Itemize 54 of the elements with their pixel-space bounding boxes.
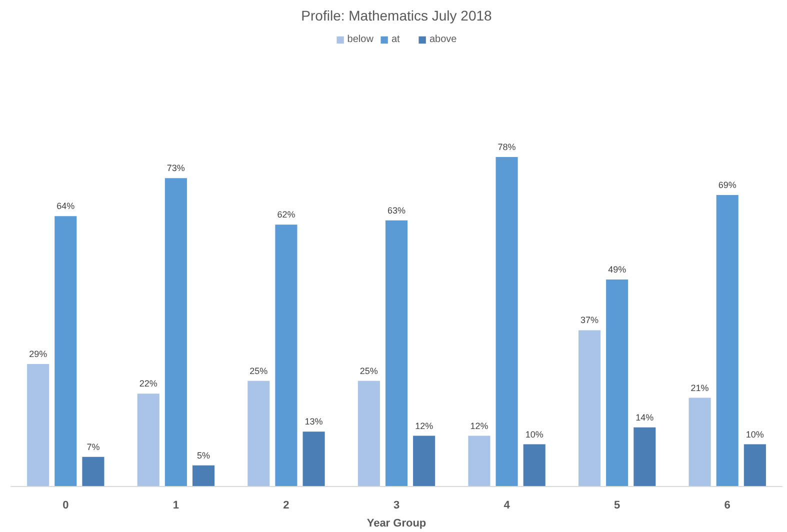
bar [716, 195, 738, 486]
chart-title: Profile: Mathematics July 2018 [301, 8, 492, 24]
bar [137, 394, 160, 486]
data-label: 14% [636, 412, 654, 422]
x-tick-label: 5 [614, 500, 620, 512]
data-label: 62% [277, 210, 296, 220]
bar [634, 427, 656, 486]
bar [523, 444, 546, 486]
data-label: 12% [470, 420, 488, 431]
bar [413, 436, 436, 486]
x-axis-title: Year Group [366, 518, 426, 530]
bar [248, 380, 270, 486]
bar [82, 456, 104, 486]
x-tick-label: 4 [504, 500, 511, 512]
data-label: 78% [498, 142, 516, 152]
data-label: 37% [580, 315, 599, 326]
bar [744, 444, 766, 486]
bar [606, 280, 628, 486]
data-label: 5% [196, 450, 210, 460]
bar [578, 330, 601, 486]
data-label: 22% [139, 378, 158, 389]
x-tick-label: 6 [724, 500, 730, 512]
x-tick-label: 1 [172, 500, 179, 512]
data-label: 7% [86, 442, 100, 452]
data-label: 21% [690, 382, 709, 393]
data-label: 29% [29, 348, 48, 359]
data-label: 64% [56, 201, 75, 212]
bar [54, 216, 77, 486]
bar [192, 465, 215, 486]
data-label: 73% [166, 163, 185, 174]
bar [688, 398, 711, 486]
legend-label: at [391, 34, 401, 45]
data-label: 10% [525, 429, 544, 440]
bar [358, 380, 380, 486]
data-label: 49% [608, 264, 626, 275]
bar [164, 178, 187, 486]
bar [496, 157, 518, 486]
bar [27, 364, 50, 486]
x-tick-label: 3 [393, 500, 400, 512]
x-tick-label: 0 [62, 500, 69, 512]
bar [302, 432, 325, 486]
data-label: 25% [360, 366, 378, 376]
legend-label: below [347, 34, 374, 45]
data-label: 10% [746, 429, 764, 440]
data-label: 63% [387, 205, 406, 216]
bar [385, 220, 408, 486]
bar [275, 224, 298, 486]
x-tick-label: 2 [283, 500, 290, 512]
data-label: 12% [415, 420, 434, 431]
data-label: 13% [304, 416, 323, 427]
data-label: 69% [718, 180, 736, 190]
bar [468, 436, 490, 486]
legend-label: above [429, 34, 457, 45]
data-label: 25% [250, 366, 268, 376]
